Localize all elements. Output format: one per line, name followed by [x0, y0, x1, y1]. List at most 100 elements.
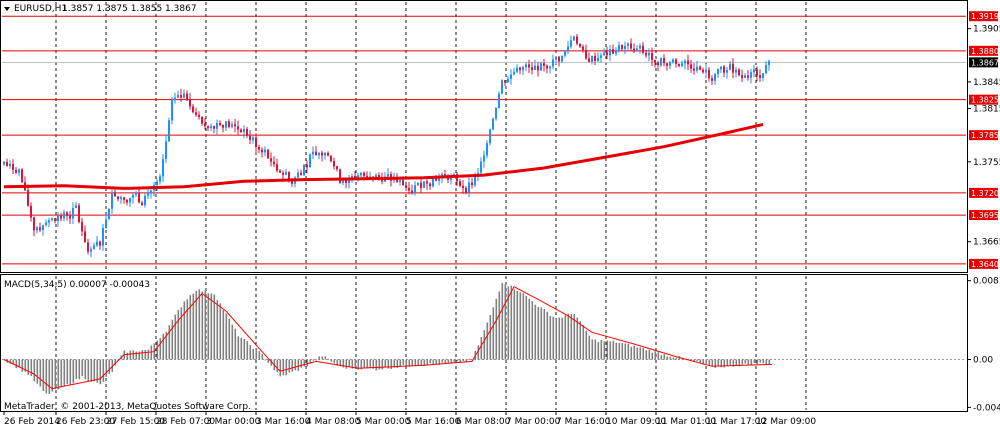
- macd-bar: [69, 359, 72, 385]
- macd-bar: [84, 359, 87, 380]
- candle-body: [360, 172, 362, 176]
- candle-body: [99, 241, 101, 246]
- macd-bar: [357, 359, 360, 370]
- level-label-box: [969, 45, 998, 56]
- candle-body: [96, 241, 98, 246]
- macd-bar: [768, 359, 771, 365]
- triangle-down-icon[interactable]: [4, 7, 10, 11]
- macd-bar: [633, 345, 636, 360]
- macd-bar: [48, 359, 51, 394]
- candle-body: [450, 176, 452, 180]
- candle-body: [261, 149, 263, 153]
- macd-bar: [672, 357, 675, 360]
- candle-body: [408, 187, 410, 191]
- macd-bar: [702, 359, 705, 365]
- time-tick-label: 26 Feb 2014: [4, 417, 60, 426]
- candle-body: [279, 170, 281, 173]
- candle-body: [687, 60, 689, 65]
- macd-bar: [174, 314, 177, 360]
- macd-bar: [132, 350, 135, 360]
- macd-bar: [732, 359, 735, 367]
- macd-bar: [630, 346, 633, 360]
- macd-signal-line: [3, 286, 773, 390]
- macd-bar: [168, 325, 171, 360]
- candle-body: [729, 63, 731, 71]
- candle-body: [156, 181, 158, 186]
- candle-body: [507, 78, 509, 83]
- candle-body: [714, 74, 716, 81]
- macd-bar: [504, 284, 507, 360]
- candle-body: [579, 43, 581, 47]
- macd-bar: [705, 359, 708, 365]
- grid: [55, 2, 807, 410]
- macd-bar: [450, 359, 453, 363]
- macd-bar: [468, 358, 471, 360]
- macd-bar: [615, 342, 618, 360]
- candle-body: [276, 164, 278, 171]
- candle-body: [195, 112, 197, 115]
- candle-body: [111, 192, 113, 209]
- macd-bar: [204, 290, 207, 360]
- macd-bar: [642, 347, 645, 360]
- macd-bar: [177, 310, 180, 360]
- candle-body: [756, 69, 758, 76]
- bid-label-box: [969, 57, 998, 68]
- macd-bar: [741, 359, 744, 365]
- macd-bar: [666, 356, 669, 360]
- candle-body: [732, 63, 734, 73]
- candle-body: [660, 58, 662, 66]
- macd-bar: [99, 359, 102, 385]
- candle-body: [282, 172, 284, 175]
- macd-bar: [465, 359, 468, 362]
- macd-bar: [435, 359, 438, 365]
- price-panel-border: [0, 0, 968, 273]
- macd-bar: [555, 319, 558, 360]
- macd-tick-label: 0.00812: [973, 277, 1000, 287]
- macd-bar: [384, 359, 387, 368]
- candle-body: [378, 175, 380, 178]
- level-label-box: [969, 187, 998, 198]
- macd-bar: [192, 293, 195, 360]
- candle-body: [765, 65, 767, 74]
- candle-body: [342, 180, 344, 183]
- macd-bar: [600, 340, 603, 360]
- candle-body: [312, 151, 314, 155]
- candle-body: [60, 215, 62, 219]
- macd-bar: [579, 321, 582, 360]
- candle-body: [264, 149, 266, 153]
- candle-body: [699, 66, 701, 70]
- candle-body: [87, 242, 89, 252]
- candle-body: [525, 64, 527, 68]
- candle-body: [297, 172, 299, 178]
- candle-body: [171, 100, 173, 121]
- candle-body: [6, 161, 8, 167]
- macd-bar: [294, 359, 297, 371]
- macd-axis: 0.00812 0.00 -0.00493: [967, 277, 1000, 413]
- macd-bar: [342, 359, 345, 368]
- macd-bar: [366, 359, 369, 369]
- macd-bar: [210, 293, 213, 360]
- macd-bar: [195, 290, 198, 360]
- candle-body: [303, 164, 305, 176]
- macd-bar: [369, 359, 372, 369]
- candle-body: [63, 212, 65, 219]
- macd-bar: [546, 311, 549, 360]
- candle-body: [465, 188, 467, 193]
- macd-bar: [240, 337, 243, 360]
- macd-bar: [96, 359, 99, 383]
- candle-body: [633, 48, 635, 52]
- macd-bar: [585, 330, 588, 360]
- candle-body: [429, 183, 431, 187]
- macd-bar: [726, 359, 729, 366]
- candle-body: [693, 68, 695, 71]
- macd-bar: [282, 359, 285, 376]
- candle-body: [102, 227, 104, 246]
- candle-body: [138, 192, 140, 203]
- candle-body: [39, 227, 41, 231]
- candle-body: [42, 225, 44, 231]
- candle-body: [582, 46, 584, 50]
- macd-bar: [525, 295, 528, 360]
- candle-body: [252, 137, 254, 141]
